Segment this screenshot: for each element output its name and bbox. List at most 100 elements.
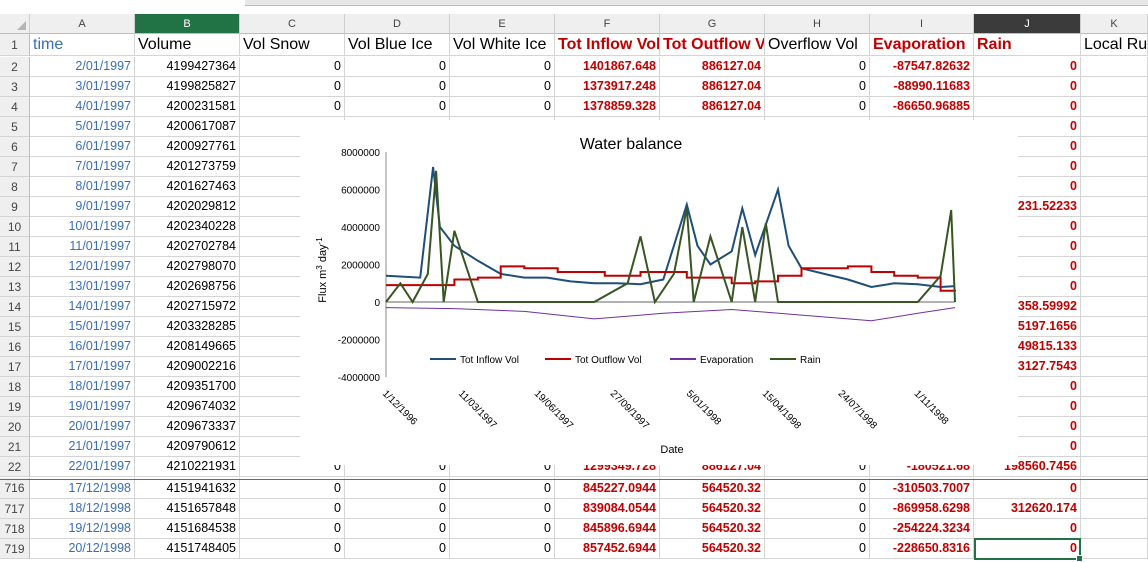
- row-header-2[interactable]: 2: [0, 57, 30, 77]
- cell-k12[interactable]: [1081, 257, 1148, 277]
- cell-a11[interactable]: 11/01/1997: [30, 237, 135, 257]
- column-header-g[interactable]: G: [660, 14, 765, 34]
- cell-a1[interactable]: time: [30, 34, 135, 56]
- cell-f1[interactable]: Tot Inflow Vol: [555, 34, 660, 56]
- column-header-b[interactable]: B: [135, 14, 240, 34]
- column-header-f[interactable]: F: [555, 14, 660, 34]
- row-header-22[interactable]: 22: [0, 457, 30, 477]
- cell-b13[interactable]: 4202698756: [135, 277, 240, 297]
- cell-k18[interactable]: [1081, 377, 1148, 397]
- cell-c717[interactable]: 0: [240, 499, 345, 519]
- cell-j6[interactable]: 0: [974, 137, 1081, 157]
- cell-b20[interactable]: 4209673337: [135, 417, 240, 437]
- cell-b12[interactable]: 4202798070: [135, 257, 240, 277]
- cell-b6[interactable]: 4200927761: [135, 137, 240, 157]
- row-header-21[interactable]: 21: [0, 437, 30, 457]
- cell-k21[interactable]: [1081, 437, 1148, 457]
- row-header-3[interactable]: 3: [0, 77, 30, 97]
- cell-e2[interactable]: 0: [450, 57, 555, 77]
- cell-k9[interactable]: [1081, 197, 1148, 217]
- cell-i719[interactable]: -228650.8316: [870, 539, 974, 559]
- cell-f718[interactable]: 845896.6944: [555, 519, 660, 539]
- cell-k16[interactable]: [1081, 337, 1148, 357]
- cell-j14[interactable]: 358.59992: [974, 297, 1081, 317]
- row-header-18[interactable]: 18: [0, 377, 30, 397]
- cell-k14[interactable]: [1081, 297, 1148, 317]
- cell-i1[interactable]: Evaporation: [870, 34, 974, 56]
- cell-h3[interactable]: 0: [765, 77, 870, 97]
- cell-c3[interactable]: 0: [240, 77, 345, 97]
- cell-d2[interactable]: 0: [345, 57, 450, 77]
- cell-d716[interactable]: 0: [345, 478, 450, 499]
- cell-j4[interactable]: 0: [974, 97, 1081, 117]
- cell-b10[interactable]: 4202340228: [135, 217, 240, 237]
- cell-c1[interactable]: Vol Snow: [240, 34, 345, 56]
- column-header-h[interactable]: H: [765, 14, 870, 34]
- row-header-7[interactable]: 7: [0, 157, 30, 177]
- cell-k719[interactable]: [1081, 539, 1148, 559]
- cell-j718[interactable]: 0: [974, 519, 1081, 539]
- cell-k2[interactable]: [1081, 57, 1148, 77]
- cell-j10[interactable]: 0: [974, 217, 1081, 237]
- cell-i716[interactable]: -310503.7007: [870, 478, 974, 499]
- cell-a13[interactable]: 13/01/1997: [30, 277, 135, 297]
- cell-j9[interactable]: 231.52233: [974, 197, 1081, 217]
- cell-j3[interactable]: 0: [974, 77, 1081, 97]
- row-header-9[interactable]: 9: [0, 197, 30, 217]
- cell-k20[interactable]: [1081, 417, 1148, 437]
- cell-i3[interactable]: -88990.11683: [870, 77, 974, 97]
- cell-b716[interactable]: 4151941632: [135, 478, 240, 499]
- water-balance-chart[interactable]: Water balance 8000000 6000000 4000000 20000…: [300, 120, 1018, 465]
- cell-k717[interactable]: [1081, 499, 1148, 519]
- cell-g716[interactable]: 564520.32: [660, 478, 765, 499]
- cell-a8[interactable]: 8/01/1997: [30, 177, 135, 197]
- cell-f4[interactable]: 1378859.328: [555, 97, 660, 117]
- cell-k22[interactable]: [1081, 457, 1148, 477]
- cell-e22[interactable]: 0: [450, 457, 555, 477]
- cell-c716[interactable]: 0: [240, 478, 345, 499]
- cell-d22[interactable]: 0: [345, 457, 450, 477]
- column-header-k[interactable]: K: [1081, 14, 1148, 34]
- cell-b3[interactable]: 4199825827: [135, 77, 240, 97]
- cell-j2[interactable]: 0: [974, 57, 1081, 77]
- cell-b717[interactable]: 4151657848: [135, 499, 240, 519]
- cell-b718[interactable]: 4151684538: [135, 519, 240, 539]
- column-header-i[interactable]: I: [870, 14, 974, 34]
- cell-j11[interactable]: 0: [974, 237, 1081, 257]
- row-header-6[interactable]: 6: [0, 137, 30, 157]
- row-header-8[interactable]: 8: [0, 177, 30, 197]
- cell-c719[interactable]: 0: [240, 539, 345, 559]
- cell-d3[interactable]: 0: [345, 77, 450, 97]
- cell-k6[interactable]: [1081, 137, 1148, 157]
- cell-h719[interactable]: 0: [765, 539, 870, 559]
- cell-d4[interactable]: 0: [345, 97, 450, 117]
- cell-c22[interactable]: 0: [240, 457, 345, 477]
- cell-c2[interactable]: 0: [240, 57, 345, 77]
- cell-g2[interactable]: 886127.04: [660, 57, 765, 77]
- column-header-a[interactable]: A: [30, 14, 135, 34]
- cell-i4[interactable]: -86650.96885: [870, 97, 974, 117]
- cell-k5[interactable]: [1081, 117, 1148, 137]
- row-header-719[interactable]: 719: [0, 539, 30, 559]
- row-header-20[interactable]: 20: [0, 417, 30, 437]
- cell-h717[interactable]: 0: [765, 499, 870, 519]
- select-all-button[interactable]: [0, 14, 30, 34]
- active-cell-J719[interactable]: [974, 538, 1083, 562]
- cell-a716[interactable]: 17/12/1998: [30, 478, 135, 499]
- cell-g1[interactable]: Tot Outflow Vol: [660, 34, 765, 56]
- cell-a719[interactable]: 20/12/1998: [30, 539, 135, 559]
- cell-e718[interactable]: 0: [450, 519, 555, 539]
- cell-a22[interactable]: 22/01/1997: [30, 457, 135, 477]
- row-header-14[interactable]: 14: [0, 297, 30, 317]
- cell-j21[interactable]: 0: [974, 437, 1081, 457]
- cell-f716[interactable]: 845227.0944: [555, 478, 660, 499]
- cell-k8[interactable]: [1081, 177, 1148, 197]
- cell-i718[interactable]: -254224.3234: [870, 519, 974, 539]
- cell-b1[interactable]: Volume: [135, 34, 240, 56]
- cell-b19[interactable]: 4209674032: [135, 397, 240, 417]
- cell-a20[interactable]: 20/01/1997: [30, 417, 135, 437]
- cell-e717[interactable]: 0: [450, 499, 555, 519]
- cell-h22[interactable]: 0: [765, 457, 870, 477]
- cell-a3[interactable]: 3/01/1997: [30, 77, 135, 97]
- cell-a15[interactable]: 15/01/1997: [30, 317, 135, 337]
